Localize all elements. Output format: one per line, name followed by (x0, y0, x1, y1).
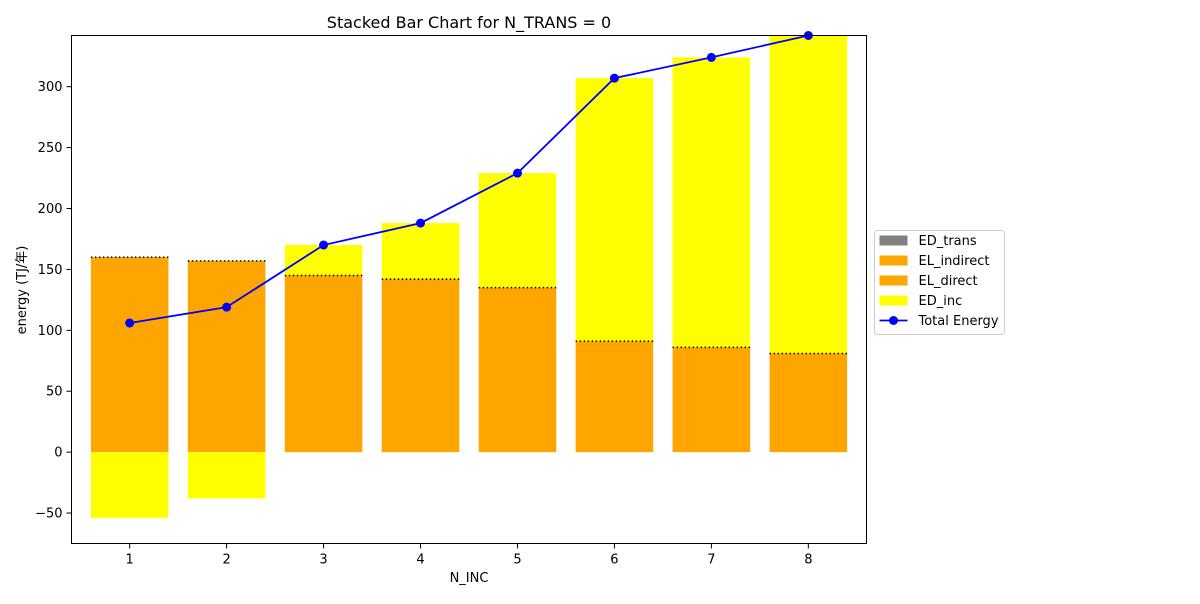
total-energy-point-3 (319, 240, 329, 250)
x-tick-label: 5 (513, 553, 521, 568)
bar-ed-inc-6 (575, 78, 654, 342)
x-tick-label: 6 (610, 553, 618, 568)
y-tick-label: −50 (35, 507, 62, 522)
total-energy-point-1 (125, 318, 135, 328)
x-tick-label: 4 (416, 553, 424, 568)
total-energy-point-7 (706, 52, 716, 62)
plot-frame (71, 35, 867, 544)
chart-title: Stacked Bar Chart for N_TRANS = 0 (327, 13, 611, 33)
bar-ed-inc-4 (381, 223, 460, 280)
bar-el-direct-8 (769, 353, 848, 453)
bar-ed-inc-8 (769, 35, 848, 354)
legend-swatch-ed-inc (879, 295, 908, 306)
total-energy-point-4 (416, 218, 426, 228)
x-tick-label: 2 (222, 553, 230, 568)
bar-ed-inc-7 (672, 57, 751, 348)
y-tick-label: 300 (38, 80, 63, 95)
plot-area (90, 31, 848, 518)
x-tick-label: 1 (126, 553, 134, 568)
total-energy-line (129, 34, 809, 324)
legend-marker-total-energy (889, 316, 898, 325)
legend-label-ed-trans: ED_trans (919, 234, 977, 249)
x-tick-label: 8 (804, 553, 812, 568)
bar-el-direct-5 (478, 287, 557, 453)
bar-el-direct-3 (284, 275, 363, 453)
bar-el-direct-7 (672, 347, 751, 453)
x-tick-label: 3 (319, 553, 327, 568)
x-tick-label: 7 (707, 553, 715, 568)
y-tick-label: 150 (38, 263, 63, 278)
total-energy-point-5 (512, 168, 522, 178)
bar-ed-inc-5 (478, 173, 557, 288)
y-tick-label: 100 (38, 324, 63, 339)
legend-label-el-indirect: EL_indirect (919, 254, 990, 269)
total-energy-point-6 (609, 73, 619, 83)
bar-ed-inc-2 (187, 452, 266, 499)
y-tick-label: 0 (54, 446, 62, 461)
legend: ED_trans EL_indirect EL_direct ED_inc Total … (874, 230, 1005, 335)
bar-ed-inc-1 (90, 452, 169, 518)
legend-swatch-ed-trans (879, 235, 908, 246)
total-energy-point-2 (222, 302, 232, 312)
legend-label-total-energy: Total Energy (918, 314, 999, 329)
bar-ed-inc-3 (284, 245, 363, 276)
y-tick-label: 50 (46, 385, 63, 400)
axes: −50 0 50 100 150 200 250 300 1 2 3 4 5 6 7 8 (35, 80, 812, 567)
legend-label-ed-inc: ED_inc (919, 294, 963, 309)
bar-el-direct-2 (187, 260, 266, 453)
bar-el-direct-4 (381, 279, 460, 453)
legend-swatch-el-indirect (879, 255, 908, 266)
x-axis-title: N_INC (450, 571, 489, 586)
legend-label-el-direct: EL_direct (919, 274, 978, 289)
bar-el-direct-1 (90, 257, 169, 453)
bar-el-direct-6 (575, 341, 654, 453)
y-tick-label: 250 (38, 141, 63, 156)
y-tick-label: 200 (38, 202, 63, 217)
legend-swatch-el-direct (879, 275, 908, 286)
y-axis-title: energy (TJ/年) (15, 246, 30, 335)
